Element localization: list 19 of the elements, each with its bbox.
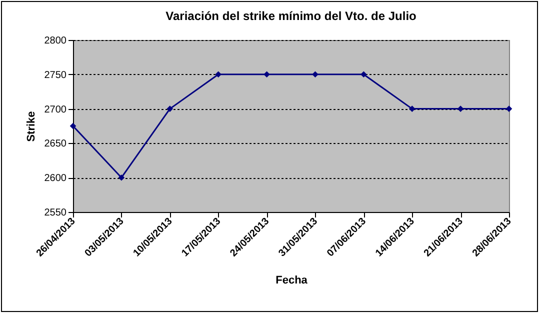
y-tick-label: 2800 xyxy=(44,36,67,46)
point xyxy=(70,122,76,130)
point xyxy=(457,106,464,112)
point xyxy=(506,106,512,112)
y-tick-label: 2700 xyxy=(44,104,67,116)
y-axis-title: Strike xyxy=(25,111,38,142)
point xyxy=(264,71,270,78)
point xyxy=(408,106,416,112)
y-tick-label: 2550 xyxy=(44,208,67,218)
point xyxy=(166,106,174,112)
point xyxy=(360,71,367,78)
y-tick-label: 2650 xyxy=(44,138,67,150)
chart-title: Variación del strike mínimo del Vto. de Julio xyxy=(166,9,416,23)
y-tick-label: 2750 xyxy=(44,70,67,81)
point xyxy=(118,174,125,181)
point xyxy=(312,71,318,78)
point xyxy=(215,71,222,78)
y-tick-label: 2600 xyxy=(44,173,67,184)
x-axis-title: Fecha xyxy=(276,274,308,286)
